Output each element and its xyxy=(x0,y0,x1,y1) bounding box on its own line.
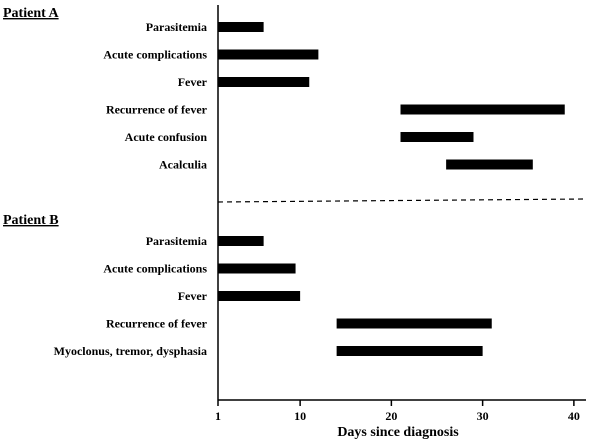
x-tick-label-3: 30 xyxy=(477,409,489,423)
bar-a-2 xyxy=(218,77,310,87)
category-label-a-5: Acalculia xyxy=(159,158,207,172)
bar-a-1 xyxy=(218,49,319,60)
panel-title-a: Patient A xyxy=(3,6,59,21)
bar-a-3 xyxy=(400,104,565,115)
x-tick-label-4: 40 xyxy=(568,409,580,423)
chart-marks: Parasitemia Acute complications Fever Recur… xyxy=(54,20,565,358)
x-tick-label-2: 20 xyxy=(385,409,397,423)
category-label-b-2: Fever xyxy=(178,289,208,303)
bar-a-5 xyxy=(446,159,533,170)
category-label-a-4: Acute confusion xyxy=(125,130,208,144)
category-label-b-0: Parasitemia xyxy=(146,234,207,248)
category-label-b-4: Myoclonus, tremor, dysphasia xyxy=(54,344,207,358)
panel-title-b: Patient B xyxy=(3,213,59,228)
x-axis-title: Days since diagnosis xyxy=(337,425,459,440)
bar-b-2 xyxy=(218,291,301,301)
bar-b-3 xyxy=(336,318,492,329)
category-label-a-3: Recurrence of fever xyxy=(106,103,208,117)
category-label-b-1: Acute complications xyxy=(103,262,207,276)
bar-a-4 xyxy=(400,132,474,142)
bar-b-4 xyxy=(336,346,483,356)
x-tick-label-0: 1 xyxy=(215,409,221,423)
category-label-b-3: Recurrence of fever xyxy=(106,317,208,331)
category-label-a-1: Acute complications xyxy=(103,48,207,62)
x-axis-ticks: 1 10 20 30 40 xyxy=(215,400,580,423)
bar-a-0 xyxy=(218,22,264,32)
panel-divider xyxy=(217,198,587,203)
category-label-a-0: Parasitemia xyxy=(146,20,207,34)
x-tick-label-1: 10 xyxy=(294,409,306,423)
bar-b-0 xyxy=(218,236,264,246)
category-label-a-2: Fever xyxy=(178,75,208,89)
bar-b-1 xyxy=(218,263,296,274)
